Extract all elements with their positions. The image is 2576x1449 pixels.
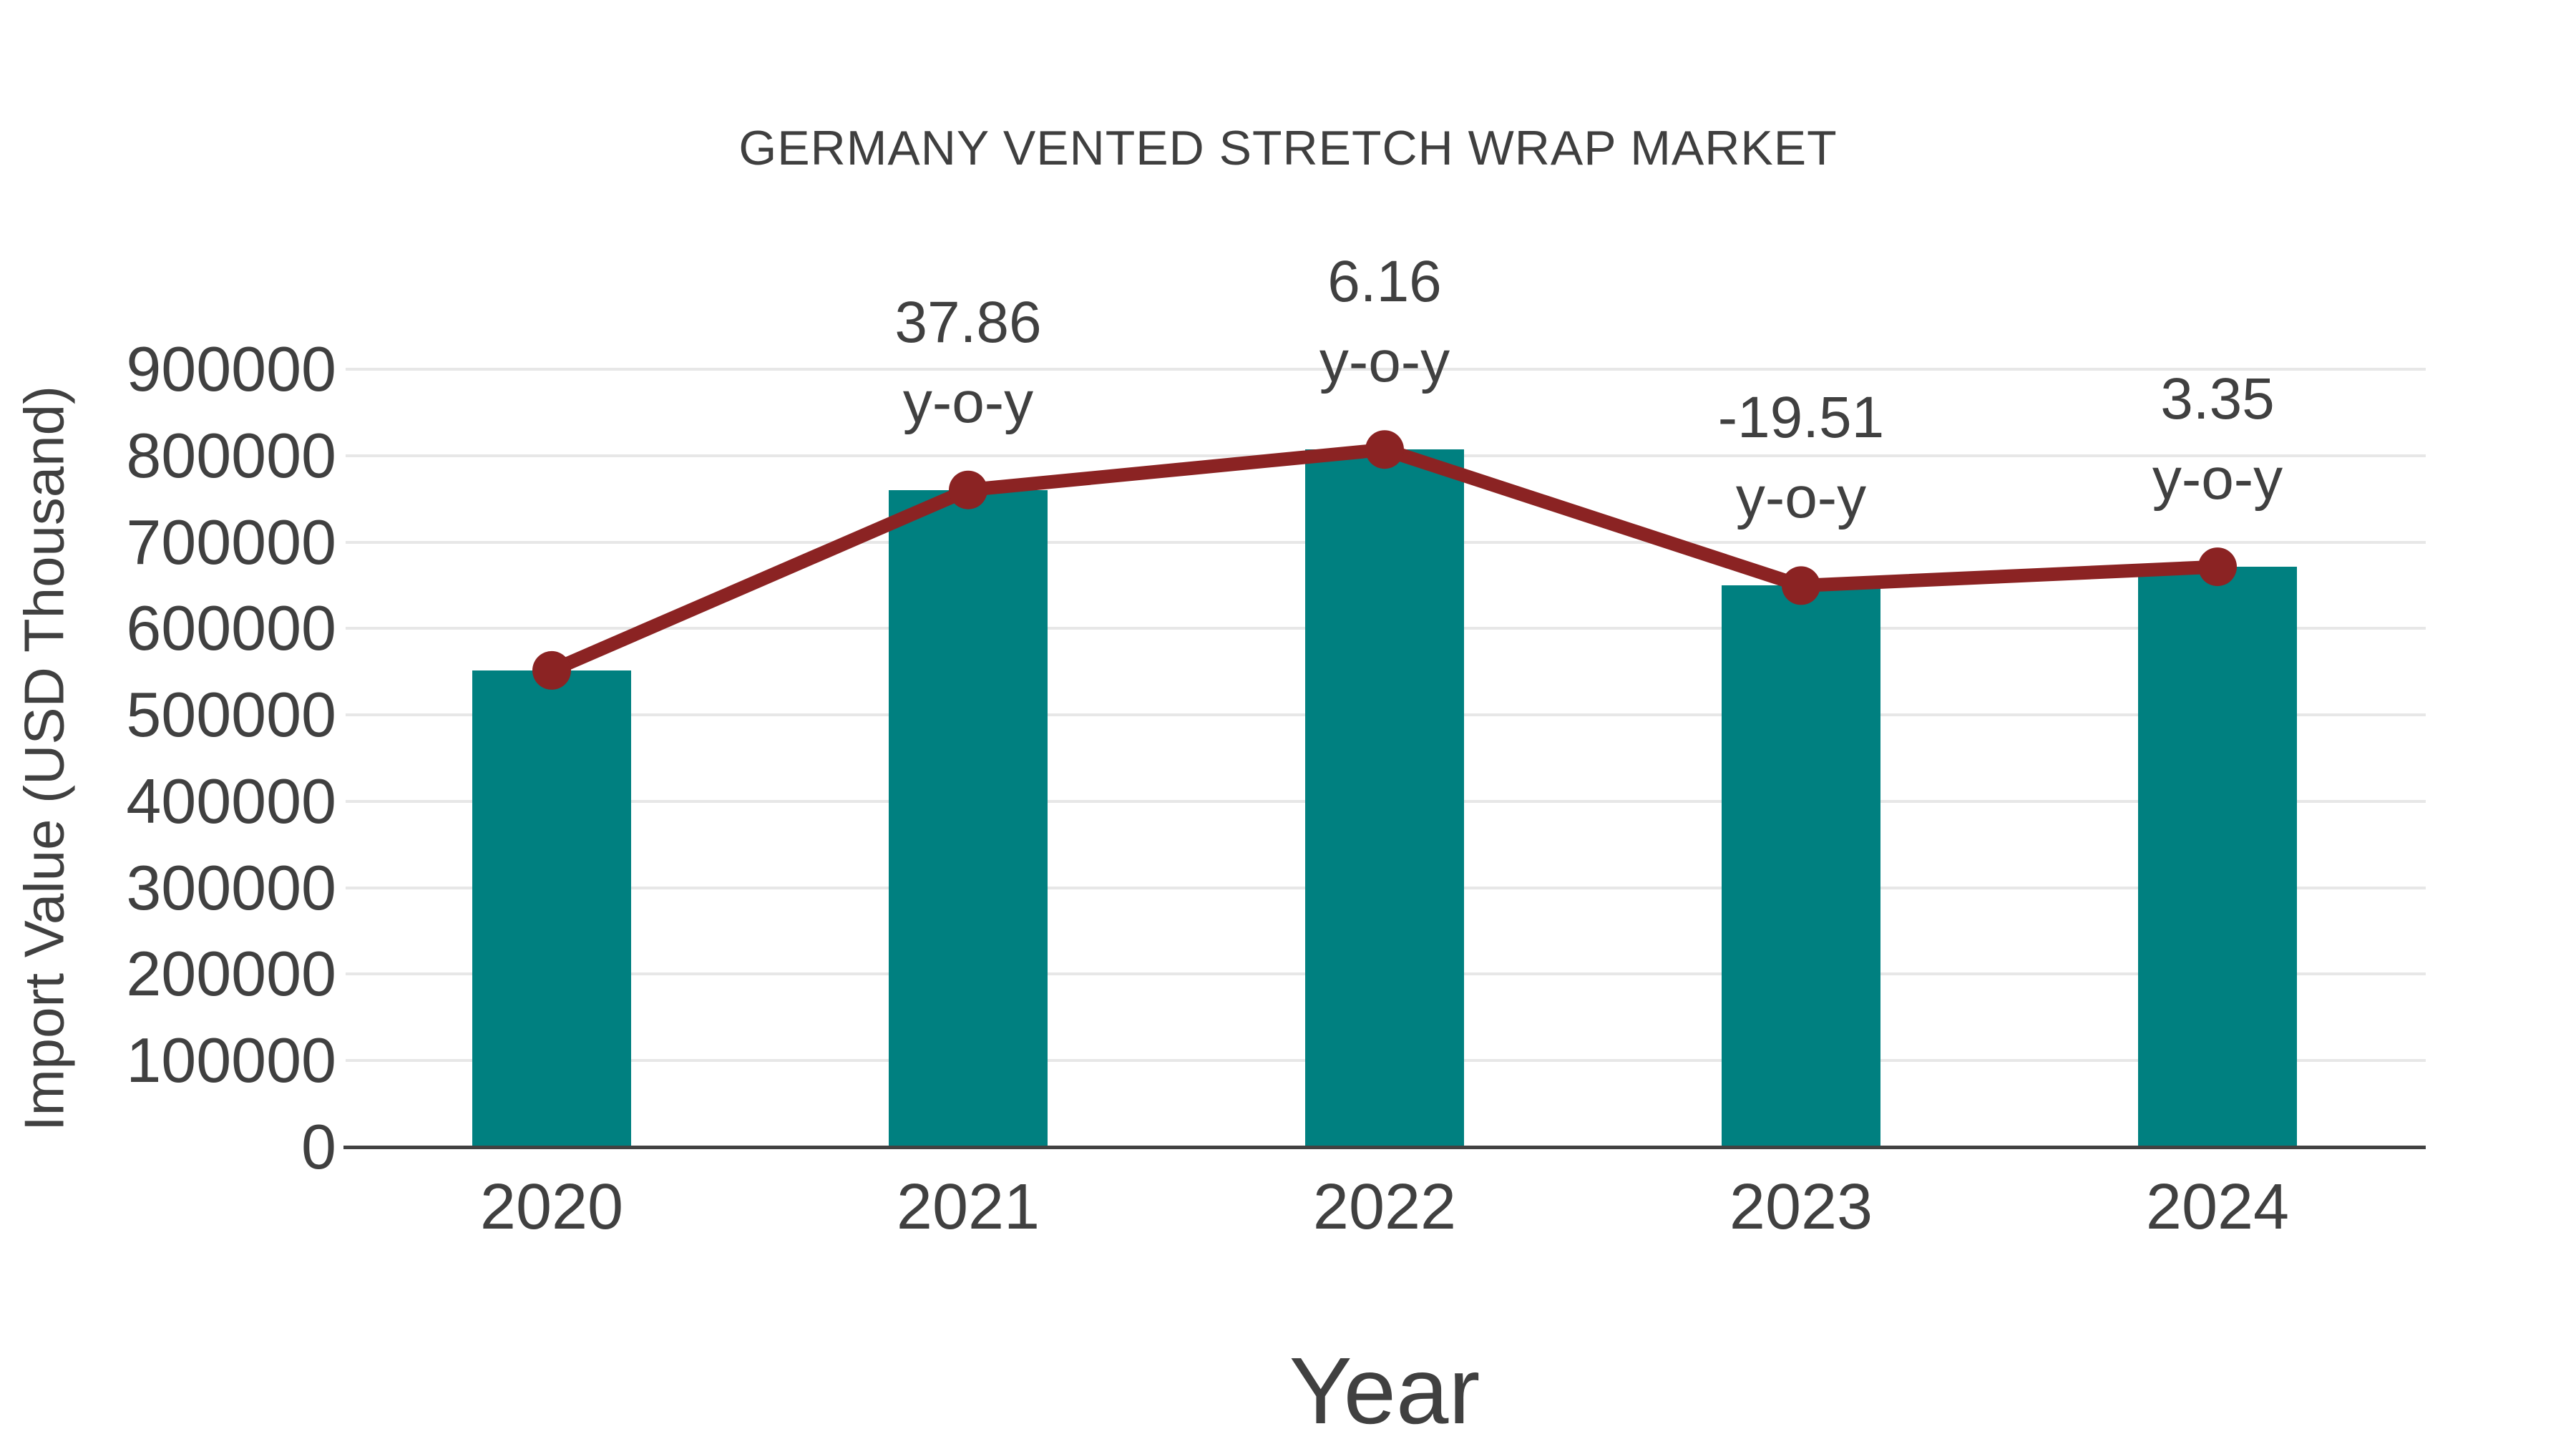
y-tick-label: 100000: [126, 1025, 336, 1096]
gridline: [346, 368, 2426, 371]
x-tick-label: 2022: [1312, 1171, 1457, 1243]
bar: [2138, 567, 2297, 1147]
bar: [472, 670, 631, 1147]
yoy-annotation: 6.16 y-o-y: [1156, 242, 1614, 402]
yoy-value: 6.16: [1327, 249, 1442, 315]
bar: [1722, 585, 1880, 1147]
yoy-suffix: y-o-y: [2152, 447, 2283, 512]
y-tick-label: 900000: [126, 333, 336, 404]
yoy-value: -19.51: [1717, 385, 1885, 451]
y-tick-label: 400000: [126, 765, 336, 836]
y-tick-label: 600000: [126, 592, 336, 664]
yoy-annotation: 37.86 y-o-y: [739, 283, 1197, 443]
y-tick-label: 800000: [126, 419, 336, 491]
y-tick-label: 0: [301, 1111, 336, 1182]
yoy-value: 37.86: [894, 289, 1042, 355]
x-tick-label: 2024: [2145, 1171, 2290, 1243]
x-axis-title: Year: [1289, 1338, 1480, 1443]
y-tick-label: 500000: [126, 679, 336, 751]
yoy-value: 3.35: [2160, 366, 2275, 432]
x-tick-label: 2021: [896, 1171, 1040, 1243]
y-tick-label: 700000: [126, 506, 336, 577]
x-axis-line: [343, 1146, 2426, 1149]
y-tick-label: 300000: [126, 852, 336, 923]
yoy-annotation: -19.51 y-o-y: [1572, 378, 2030, 538]
x-tick-label: 2023: [1729, 1171, 1873, 1243]
yoy-suffix: y-o-y: [1319, 329, 1450, 395]
bar: [1305, 449, 1464, 1147]
yoy-suffix: y-o-y: [1735, 465, 1867, 531]
x-tick-label: 2020: [479, 1171, 624, 1243]
yoy-suffix: y-o-y: [902, 369, 1034, 435]
yoy-annotation: 3.35 y-o-y: [1989, 359, 2446, 519]
chart-title: GERMANY VENTED STRETCH WRAP MARKET: [738, 121, 1838, 175]
y-tick-label: 200000: [126, 938, 336, 1010]
bar: [889, 489, 1048, 1147]
